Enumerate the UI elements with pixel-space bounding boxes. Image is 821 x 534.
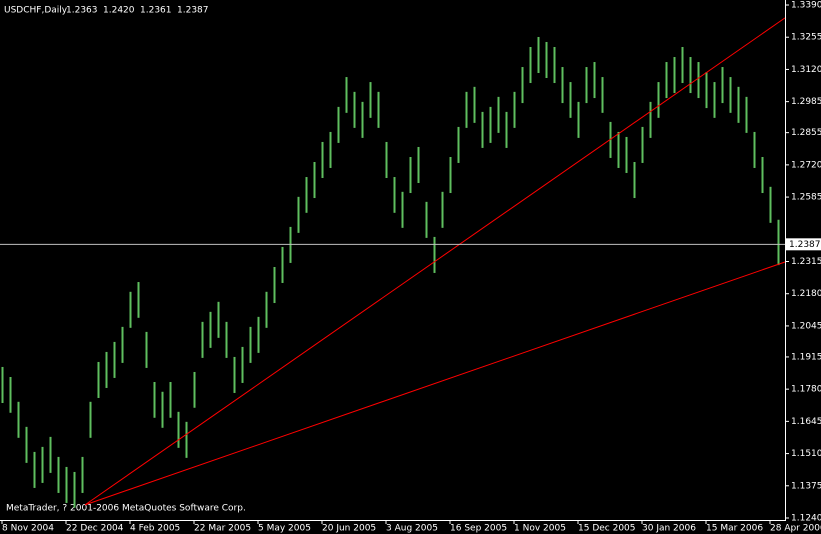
y-tick-label: 1.2045 [791, 321, 821, 331]
y-tick-label: 1.3390 [791, 1, 821, 11]
x-tick-label: 5 May 2005 [258, 524, 311, 534]
x-tick-label: 8 Nov 2004 [2, 524, 54, 534]
y-tick-label: 1.3120 [791, 65, 821, 75]
header-value: 1.2420 [103, 6, 135, 16]
trendline [84, 261, 786, 506]
x-tick-label: 20 Jun 2005 [322, 524, 376, 534]
y-tick-label: 1.2855 [791, 128, 821, 138]
x-tick-label: 3 Aug 2005 [386, 524, 438, 534]
y-tick-label: 1.2585 [791, 193, 821, 203]
y-tick-label: 1.2315 [791, 257, 821, 267]
footer: MetaTrader, ? 2001-2006 MetaQuotes Softw… [6, 504, 246, 514]
x-tick-label: 28 Apr 2006 [770, 524, 821, 534]
x-tick-label: 22 Dec 2004 [66, 524, 124, 534]
y-tick-label: 1.1375 [791, 481, 821, 491]
x-tick-label: 15 Dec 2005 [578, 524, 636, 534]
y-tick-label: 1.1915 [791, 352, 821, 362]
y-tick-label: 1.2180 [791, 289, 821, 299]
y-tick-label: 1.1780 [791, 385, 821, 395]
header-value: 1.2361 [140, 6, 172, 16]
x-tick-label: 1 Nov 2005 [514, 524, 566, 534]
y-tick-label: 1.2985 [791, 97, 821, 107]
x-tick-label: 4 Feb 2005 [130, 524, 180, 534]
y-tick-label: 1.1645 [791, 417, 821, 427]
last-price-label: 1.2387 [789, 240, 821, 250]
y-tick-label: 1.1240 [791, 514, 821, 524]
x-tick-label: 30 Jan 2006 [642, 524, 696, 534]
header-value: 1.2387 [177, 6, 209, 16]
y-tick-label: 1.1510 [791, 449, 821, 459]
x-tick-label: 16 Sep 2005 [450, 524, 507, 534]
last-price-box [786, 238, 821, 251]
chart-title: USDCHF,Daily [4, 6, 68, 16]
header-value: 1.2363 [66, 6, 98, 16]
trendline [84, 17, 786, 506]
y-tick-label: 1.2720 [791, 160, 821, 170]
x-tick-label: 22 Mar 2005 [194, 524, 251, 534]
y-tick-label: 1.3255 [791, 33, 821, 43]
x-tick-label: 15 Mar 2006 [706, 524, 763, 534]
